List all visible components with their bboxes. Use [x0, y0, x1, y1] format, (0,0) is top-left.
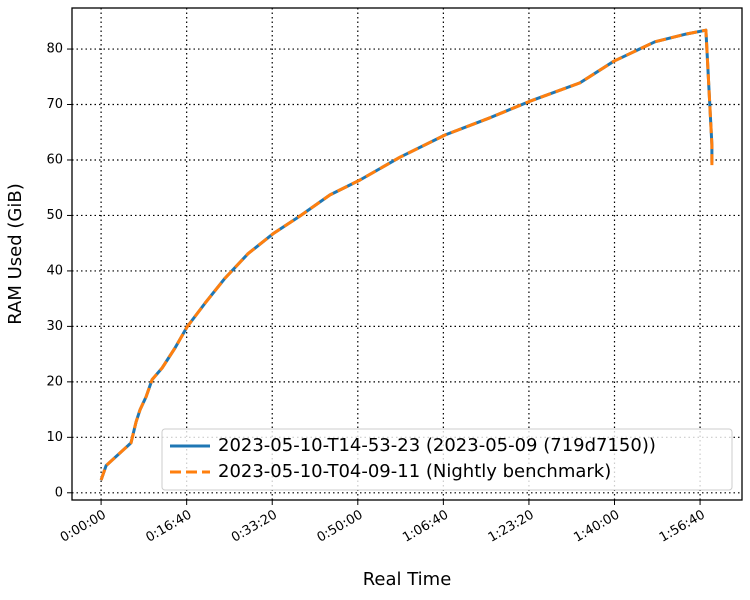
x-tick-label: 1:06:40	[400, 508, 451, 546]
data-line	[99, 28, 714, 481]
x-tick-label: 0:16:40	[144, 508, 195, 546]
x-tick-label: 1:56:40	[657, 508, 708, 546]
y-tick-label: 70	[46, 97, 63, 112]
x-tick-label: 0:33:20	[229, 508, 280, 546]
y-tick-label: 80	[46, 42, 63, 57]
y-tick-label: 20	[46, 374, 63, 389]
plot-frame	[71, 7, 743, 501]
y-tick-label: 60	[46, 152, 63, 167]
y-tick-label: 0	[55, 485, 63, 500]
x-axis-label: Real Time	[363, 569, 452, 590]
x-tick-label: 0:00:00	[58, 508, 109, 546]
data-line	[99, 28, 714, 481]
x-tick-label: 1:40:00	[571, 508, 622, 546]
y-axis-label: RAM Used (GiB)	[5, 183, 26, 324]
y-tick-label: 40	[46, 263, 63, 278]
y-tick-label: 10	[46, 430, 63, 445]
y-tick-label: 30	[46, 319, 63, 334]
legend-label: 2023-05-10-T04-09-11 (Nightly benchmark)	[218, 461, 611, 482]
y-tick-label: 50	[46, 208, 63, 223]
legend-box	[161, 428, 733, 491]
x-tick-label: 0:50:00	[315, 508, 366, 546]
x-tick-label: 1:23:20	[486, 508, 537, 546]
legend-label: 2023-05-10-T14-53-23 (2023-05-09 (719d71…	[218, 435, 656, 456]
